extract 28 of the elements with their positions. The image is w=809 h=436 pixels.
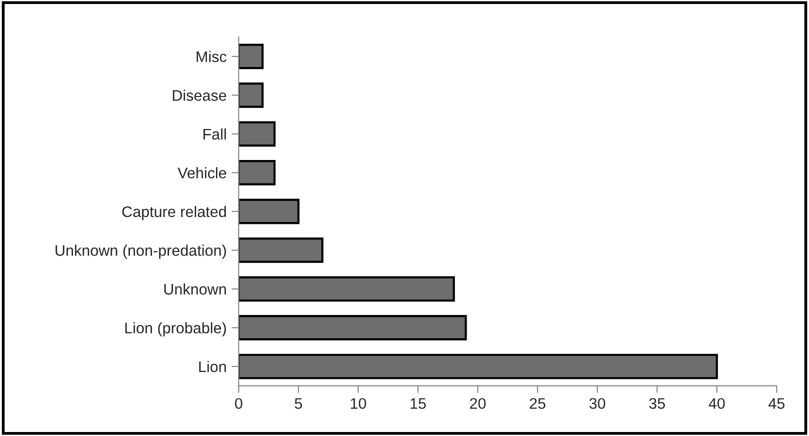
bar — [238, 82, 264, 108]
x-tick-label: 0 — [235, 398, 242, 409]
bar — [238, 238, 324, 263]
bar — [238, 276, 455, 302]
bar — [238, 160, 276, 186]
y-tick-label: Lion (probable) — [125, 322, 226, 336]
x-tick-label: 40 — [708, 398, 725, 409]
x-tick-label: 10 — [350, 398, 366, 409]
x-tick-label: 35 — [649, 398, 665, 409]
x-tick-label: 45 — [768, 398, 784, 409]
bar — [238, 198, 300, 224]
x-tick-label: 30 — [589, 398, 606, 409]
y-tick-label: Unknown — [164, 283, 226, 295]
y-tick-label: Disease — [172, 90, 226, 101]
y-tick-label: Unknown (non-predation) — [56, 244, 226, 259]
y-tick-label: Vehicle — [178, 167, 226, 178]
y-tick-label: Capture related — [122, 206, 226, 220]
bar — [238, 315, 467, 340]
x-tick-label: 20 — [470, 398, 486, 409]
y-tick-label: Misc — [196, 50, 226, 62]
x-tick-label: 5 — [294, 398, 302, 409]
x-tick-label: 25 — [530, 398, 546, 409]
bar — [238, 354, 718, 380]
x-tick-label: 15 — [410, 398, 426, 409]
y-tick-label: Fall — [203, 128, 226, 140]
bar — [238, 44, 264, 70]
bar — [238, 121, 276, 147]
y-tick-label: Lion — [199, 360, 226, 372]
